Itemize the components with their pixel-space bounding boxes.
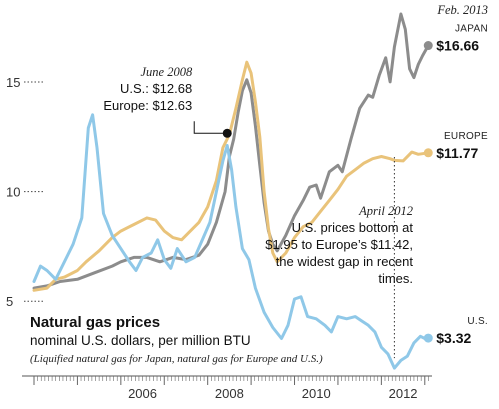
x-axis: 2006 2008 2010 2012 <box>22 375 432 401</box>
x-tick-label: 2008 <box>215 386 244 401</box>
series-name-label: JAPAN <box>455 24 488 35</box>
series-line <box>32 113 430 370</box>
x-tick-label: 2012 <box>389 386 418 401</box>
y-tick-label: 5 <box>6 294 13 309</box>
end-period-label: Feb. 2013 <box>436 3 488 17</box>
series-name-label: U.S. <box>467 316 488 327</box>
series-name-label: EUROPE <box>444 131 488 142</box>
chart-title: Natural gas prices <box>30 314 160 331</box>
series-end-value: $11.77 <box>436 145 478 161</box>
chart-subtitle: nominal U.S. dollars, per million BTU <box>30 333 251 348</box>
series-end-value: $3.32 <box>436 330 471 346</box>
series-end-point <box>423 148 433 158</box>
annotations: June 2008 U.S.: $12.68 Europe: $12.63 April… <box>103 65 414 359</box>
annotation-text: $1.95 to Europe’s $11.42, <box>265 237 413 252</box>
series-end-value: $16.66 <box>436 38 479 54</box>
annotation-text: times. <box>378 271 413 286</box>
annotation-leader <box>193 121 224 134</box>
annotation-text: U.S.: $12.68 <box>120 81 192 96</box>
annotation-point <box>222 128 232 138</box>
y-axis-ticks: 5 10 15 <box>6 75 44 309</box>
x-tick-label: 2010 <box>302 386 331 401</box>
annotation-text: June 2008 <box>140 65 192 79</box>
chart-note: (Liquified natural gas for Japan, natura… <box>30 353 323 365</box>
annotation-text: April 2012 <box>358 204 413 218</box>
x-tick-label: 2006 <box>128 386 157 401</box>
series-end-point <box>423 41 433 51</box>
annotation-text: U.S. prices bottom at <box>292 220 414 235</box>
y-tick-label: 10 <box>6 185 20 200</box>
series-line <box>32 60 430 292</box>
y-tick-label: 15 <box>6 75 20 90</box>
annotation-text: the widest gap in recent <box>276 254 414 269</box>
annotation-text: Europe: $12.63 <box>103 98 192 113</box>
series-end-point <box>423 333 433 343</box>
series-labels: $16.66 JAPAN $11.77 EUROPE $3.32 U.S. Feb. 201… <box>423 3 488 346</box>
series-lines <box>32 12 430 370</box>
